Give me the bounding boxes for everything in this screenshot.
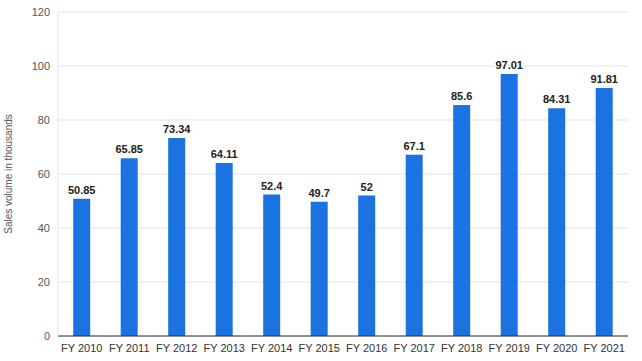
- svg-text:Sales volume in thousands: Sales volume in thousands: [8, 114, 14, 234]
- svg-text:FY 2010: FY 2010: [61, 342, 102, 354]
- svg-text:50.85: 50.85: [68, 184, 96, 196]
- svg-text:FY 2020: FY 2020: [536, 342, 577, 354]
- svg-text:49.7: 49.7: [308, 187, 329, 199]
- svg-text:FY 2011: FY 2011: [109, 342, 150, 354]
- svg-text:60: 60: [38, 168, 50, 180]
- svg-text:0: 0: [44, 330, 50, 342]
- svg-text:FY 2017: FY 2017: [394, 342, 435, 354]
- svg-text:FY 2015: FY 2015: [299, 342, 340, 354]
- svg-text:97.01: 97.01: [495, 59, 523, 71]
- svg-text:65.85: 65.85: [115, 143, 143, 155]
- svg-text:67.1: 67.1: [403, 140, 424, 152]
- svg-text:120: 120: [32, 6, 50, 18]
- svg-text:84.31: 84.31: [543, 93, 571, 105]
- svg-text:52: 52: [361, 181, 373, 193]
- svg-text:40: 40: [38, 222, 50, 234]
- svg-text:52.4: 52.4: [261, 180, 283, 192]
- svg-text:FY 2018: FY 2018: [441, 342, 482, 354]
- svg-text:91.81: 91.81: [590, 73, 618, 85]
- svg-text:FY 2021: FY 2021: [584, 342, 625, 354]
- svg-text:100: 100: [32, 60, 50, 72]
- svg-text:FY 2016: FY 2016: [346, 342, 387, 354]
- svg-text:64.11: 64.11: [211, 148, 238, 160]
- svg-text:80: 80: [38, 114, 50, 126]
- svg-text:85.6: 85.6: [451, 90, 472, 102]
- svg-text:FY 2013: FY 2013: [204, 342, 245, 354]
- svg-text:FY 2019: FY 2019: [489, 342, 530, 354]
- svg-text:FY 2014: FY 2014: [251, 342, 292, 354]
- svg-text:20: 20: [38, 276, 50, 288]
- svg-text:73.34: 73.34: [163, 123, 191, 135]
- svg-text:FY 2012: FY 2012: [156, 342, 197, 354]
